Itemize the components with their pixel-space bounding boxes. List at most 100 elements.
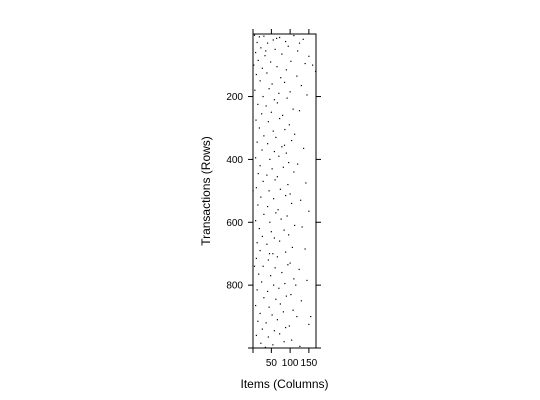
data-point: [276, 319, 278, 321]
data-point: [304, 248, 306, 250]
data-point: [282, 114, 284, 117]
data-point: [288, 234, 290, 236]
y-tick-label: 800: [226, 281, 243, 292]
data-point: [255, 220, 257, 222]
data-point: [268, 253, 271, 255]
data-point: [270, 61, 272, 63]
data-point: [261, 281, 263, 283]
data-point: [297, 163, 299, 165]
data-point: [287, 45, 289, 47]
data-point: [288, 124, 290, 126]
data-point: [280, 218, 282, 220]
data-point: [276, 66, 278, 68]
data-point: [264, 55, 266, 57]
data-point: [261, 149, 263, 151]
data-point: [298, 268, 300, 271]
data-point: [276, 102, 278, 104]
data-point: [276, 176, 278, 178]
data-point: [273, 237, 275, 239]
data-point: [268, 88, 270, 90]
data-point: [265, 50, 267, 52]
data-point: [269, 158, 271, 161]
data-point: [262, 180, 264, 183]
data-point: [255, 73, 257, 76]
data-point: [267, 336, 269, 338]
data-point: [274, 179, 276, 181]
data-point: [300, 199, 302, 201]
data-point: [278, 287, 280, 289]
y-axis-ticks: 200 400 600 800: [226, 92, 321, 349]
data-point: [256, 242, 258, 244]
data-point: [260, 47, 262, 49]
data-point: [284, 128, 286, 131]
data-point: [286, 215, 288, 217]
data-point: [266, 174, 268, 176]
data-point: [272, 253, 274, 255]
data-point: [279, 117, 281, 120]
data-point: [266, 72, 268, 74]
y-tick-label: 600: [226, 218, 243, 229]
data-point: [310, 315, 312, 318]
data-point: [287, 264, 289, 266]
data-point: [279, 36, 281, 39]
data-point: [256, 41, 258, 44]
data-point: [267, 42, 269, 44]
data-point: [273, 150, 275, 153]
data-point: [291, 139, 293, 142]
data-point: [255, 334, 257, 337]
y-tick-label: 200: [226, 92, 243, 103]
data-point: [285, 251, 287, 253]
data-point: [257, 59, 259, 62]
data-point: [283, 229, 285, 231]
data-point: [279, 240, 281, 242]
data-point: [305, 182, 307, 184]
data-point: [253, 265, 256, 267]
data-point: [258, 127, 260, 129]
data-point: [304, 62, 306, 65]
data-point: [294, 224, 296, 227]
data-point: [296, 75, 298, 77]
data-point: [308, 55, 310, 57]
data-point: [282, 311, 284, 313]
data-point: [300, 300, 302, 302]
data-point: [273, 284, 275, 286]
data-point: [255, 304, 257, 307]
data-point: [263, 213, 265, 216]
plot-frame: [252, 33, 317, 349]
x-tick-label: 150: [301, 358, 318, 369]
data-point: [291, 339, 293, 341]
data-point: [315, 70, 317, 73]
data-point: [285, 295, 287, 297]
data-point: [278, 155, 280, 157]
data-point: [297, 50, 299, 52]
data-point: [259, 165, 261, 167]
data-point: [254, 89, 256, 91]
data-point: [294, 133, 296, 135]
data-point: [306, 279, 308, 282]
data-point: [291, 202, 293, 205]
data-point: [285, 326, 287, 329]
data-point: [255, 257, 257, 260]
data-point: [286, 97, 288, 99]
x-axis-ticks: 50 100 150: [252, 29, 318, 369]
data-point: [308, 323, 310, 326]
data-point: [274, 267, 276, 269]
data-point: [274, 48, 276, 51]
data-point: [257, 172, 259, 175]
data-point: [257, 204, 259, 206]
data-point: [261, 235, 263, 238]
data-point: [261, 328, 263, 330]
data-point: [302, 38, 304, 40]
data-point: [277, 209, 279, 211]
data-point: [256, 141, 258, 143]
data-point: [280, 77, 282, 79]
data-point: [292, 108, 294, 110]
data-point: [258, 36, 260, 38]
data-point: [268, 306, 270, 308]
data-point: [289, 91, 291, 93]
data-point: [288, 325, 290, 327]
data-point: [252, 190, 254, 192]
data-point: [253, 64, 255, 66]
data-point: [261, 67, 263, 69]
